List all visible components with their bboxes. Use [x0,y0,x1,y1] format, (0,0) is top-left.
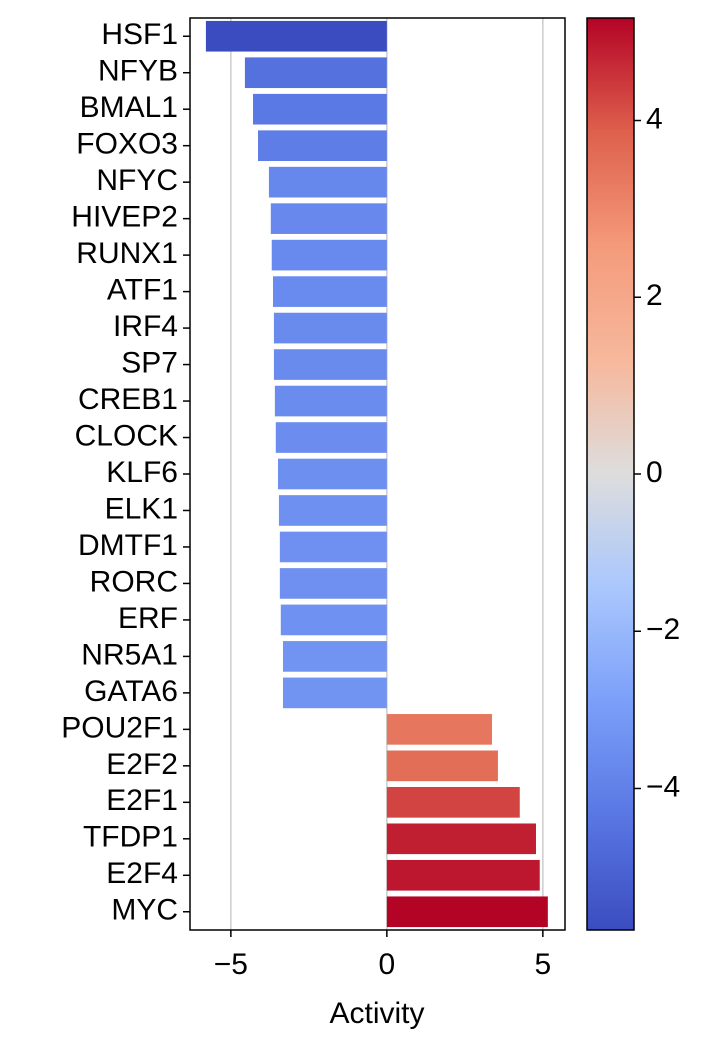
bar [275,422,387,453]
bar [386,714,492,745]
y-tick-label: NFYC [96,164,178,197]
bar [386,750,498,782]
bar [279,568,387,599]
y-tick-label: IRF4 [113,310,178,343]
bar [278,495,387,526]
y-tick-label: NFYB [98,55,178,88]
y-tick-label: TFDP1 [83,821,178,854]
bar [277,458,387,490]
y-tick-label: HSF1 [101,18,178,51]
bar [258,130,387,162]
colorbar [586,17,635,931]
y-tick-label: POU2F1 [61,711,178,744]
colorbar-tick-label: −4 [646,770,680,803]
bar [271,239,387,271]
y-tick-label: E2F4 [106,857,178,890]
y-tick-label: E2F1 [106,784,178,817]
bar [386,786,520,818]
bar [386,823,536,855]
bar [274,385,387,417]
x-axis-label: Activity [329,997,424,1030]
y-tick-label: BMAL1 [80,91,178,124]
bar [386,896,548,928]
y-tick-label: MYC [111,894,178,927]
bar [253,93,387,125]
colorbar-tick-label: 0 [646,456,663,489]
y-tick-label: NR5A1 [81,638,178,671]
bar [386,859,540,891]
y-tick-label: GATA6 [84,675,178,708]
bar [282,641,387,672]
bar [273,312,387,344]
y-tick-label: E2F2 [106,748,178,781]
y-tick-label: CLOCK [75,419,178,452]
x-tick-label: −5 [214,948,248,981]
colorbar-tick-label: 2 [646,279,663,312]
y-tick-label: DMTF1 [78,529,178,562]
bar [272,276,387,307]
y-tick-label: RUNX1 [76,237,178,270]
colorbar-tick-label: −2 [646,613,680,646]
bar [270,203,387,234]
bar [273,349,387,380]
x-tick-label: 5 [535,948,552,981]
bar [268,166,387,198]
bar [280,604,387,636]
colorbar-tick-label: 4 [646,102,663,135]
bar [244,57,387,89]
bar [279,531,387,563]
bar [205,20,387,52]
y-tick-label: CREB1 [78,383,178,416]
y-tick-label: HIVEP2 [71,201,178,234]
y-tick-label: RORC [90,565,178,598]
y-tick-label: FOXO3 [76,128,178,161]
bar [282,677,387,709]
y-tick-label: ATF1 [107,274,178,307]
y-tick-label: KLF6 [106,456,178,489]
y-tick-label: ERF [118,602,178,635]
y-tick-label: SP7 [121,346,178,379]
y-tick-label: ELK1 [105,492,178,525]
x-tick-label: 0 [379,948,396,981]
